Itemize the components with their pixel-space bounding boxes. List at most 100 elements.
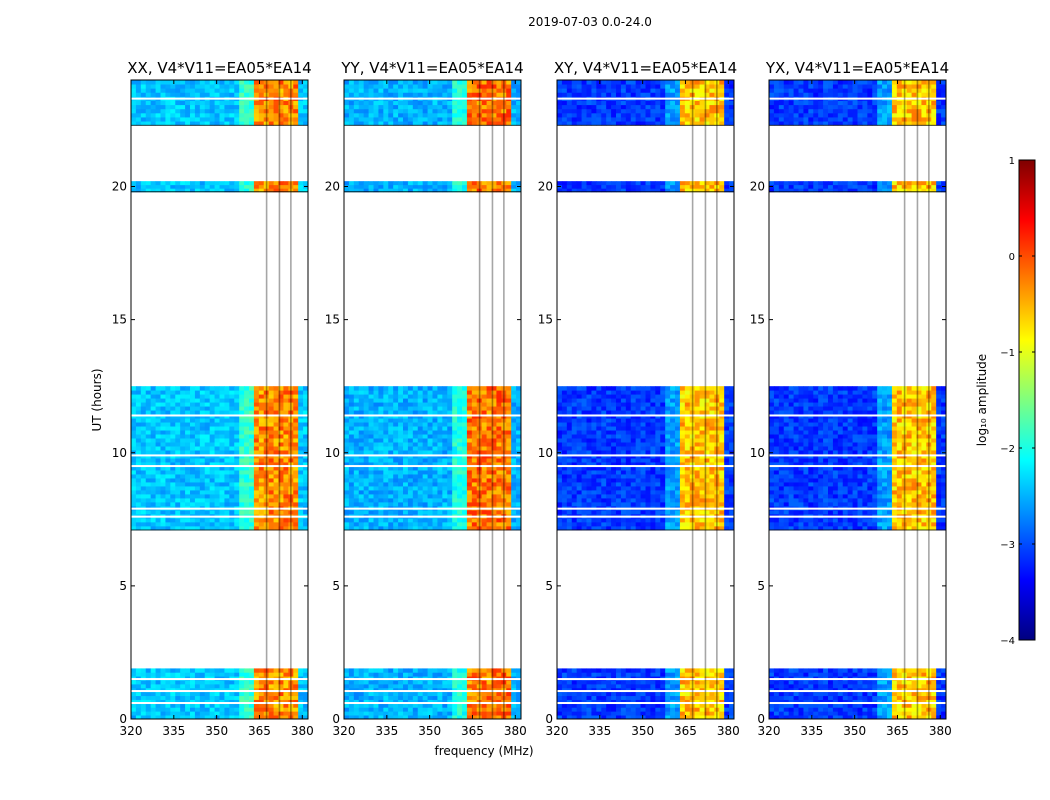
heatmap-cell <box>244 687 250 693</box>
heatmap-cell <box>249 422 255 427</box>
heatmap-cell <box>175 707 181 712</box>
heatmap-cell <box>437 490 443 495</box>
heatmap-cell <box>398 100 404 106</box>
heatmap-cell <box>263 707 270 712</box>
heatmap-cell <box>155 502 161 507</box>
heatmap-cell <box>427 502 433 507</box>
heatmap-cell <box>675 711 681 716</box>
heatmap-cell <box>437 509 443 515</box>
heatmap-cell <box>273 474 279 479</box>
heatmap-cell <box>170 430 176 435</box>
heatmap-cell <box>412 672 419 677</box>
heatmap-cell <box>224 490 230 495</box>
heatmap-cell <box>204 498 211 503</box>
heatmap-cell <box>476 188 483 193</box>
heatmap-cell <box>403 695 409 700</box>
heatmap-cell <box>481 695 487 700</box>
heatmap-cell <box>363 108 369 114</box>
heatmap-cell <box>180 699 186 704</box>
heatmap-cell <box>199 498 206 503</box>
heatmap-cell <box>501 509 507 515</box>
heatmap-cell <box>729 715 735 720</box>
heatmap-cell <box>491 88 497 93</box>
heatmap-cell <box>268 707 274 712</box>
heatmap-cell <box>511 517 517 523</box>
heatmap-cell <box>145 450 152 455</box>
heatmap-cell <box>378 184 384 189</box>
heatmap-cell <box>303 188 309 193</box>
heatmap-cell <box>268 691 274 697</box>
heatmap-cell <box>709 707 715 712</box>
heatmap-cell <box>437 121 443 126</box>
heatmap-cell <box>170 458 176 463</box>
heatmap-cell <box>471 446 478 451</box>
heatmap-cell <box>185 517 191 523</box>
heatmap-cell <box>135 715 142 720</box>
heatmap-cell <box>293 112 299 118</box>
heatmap-cell <box>403 450 409 455</box>
heatmap-cell <box>244 80 250 85</box>
heatmap-cell <box>344 691 350 697</box>
heatmap-cell <box>427 402 433 407</box>
heatmap-cell <box>452 715 458 720</box>
heatmap-cell <box>511 466 517 471</box>
heatmap-cell <box>452 181 458 186</box>
heatmap-cell <box>283 699 289 704</box>
heatmap-cell <box>185 100 191 106</box>
heatmap-cell <box>185 494 191 499</box>
heatmap-cell <box>190 188 196 193</box>
heatmap-cell <box>344 108 350 114</box>
heatmap-cell <box>239 478 245 483</box>
heatmap-cell <box>442 691 448 697</box>
heatmap-cell <box>363 687 369 693</box>
heatmap-cell <box>388 509 394 515</box>
heatmap-cell <box>131 88 137 93</box>
heatmap-cell <box>422 668 428 673</box>
heatmap-cell <box>486 446 492 451</box>
heatmap-cell <box>581 707 587 712</box>
heatmap-cell <box>263 668 270 673</box>
heatmap-cell <box>724 695 730 700</box>
heatmap-cell <box>625 715 632 720</box>
heatmap-cell <box>214 446 220 451</box>
flagged-row <box>344 690 521 693</box>
heatmap-cell <box>175 470 181 475</box>
heatmap-cell <box>239 450 245 455</box>
heatmap-cell <box>412 394 419 399</box>
heatmap-cell <box>249 390 255 395</box>
heatmap-cell <box>506 474 512 479</box>
heatmap-cell <box>140 386 147 391</box>
heatmap-cell <box>199 703 206 708</box>
heatmap-cell <box>344 490 350 495</box>
heatmap-cell <box>557 715 563 720</box>
heatmap-cell <box>283 494 289 499</box>
heatmap-cell <box>214 92 220 97</box>
heatmap-cell <box>611 707 617 712</box>
heatmap-cell <box>719 711 725 716</box>
heatmap-cell <box>190 92 196 97</box>
heatmap-cell <box>234 104 240 110</box>
heatmap-cell <box>412 687 419 693</box>
heatmap-cell <box>432 711 438 716</box>
heatmap-cell <box>412 84 419 89</box>
heatmap-cell <box>383 426 389 431</box>
heatmap-cell <box>378 668 384 673</box>
heatmap-cell <box>714 687 720 693</box>
heatmap-cell <box>353 188 360 193</box>
heatmap-cell <box>268 494 274 499</box>
heatmap-cell <box>150 498 156 503</box>
heatmap-cell <box>506 695 512 700</box>
heatmap-cell <box>403 470 409 475</box>
heatmap-cell <box>278 188 284 193</box>
heatmap-cell <box>353 703 360 708</box>
heatmap-cell <box>180 525 186 531</box>
heatmap-cell <box>249 498 255 503</box>
heatmap-cell <box>131 442 137 447</box>
heatmap-cell <box>249 108 255 114</box>
heatmap-cell <box>506 422 512 427</box>
heatmap-cell <box>353 525 360 531</box>
heatmap-cell <box>457 703 463 708</box>
heatmap-cell <box>150 683 156 689</box>
heatmap-cell <box>516 80 522 85</box>
heatmap-cell <box>368 715 374 720</box>
